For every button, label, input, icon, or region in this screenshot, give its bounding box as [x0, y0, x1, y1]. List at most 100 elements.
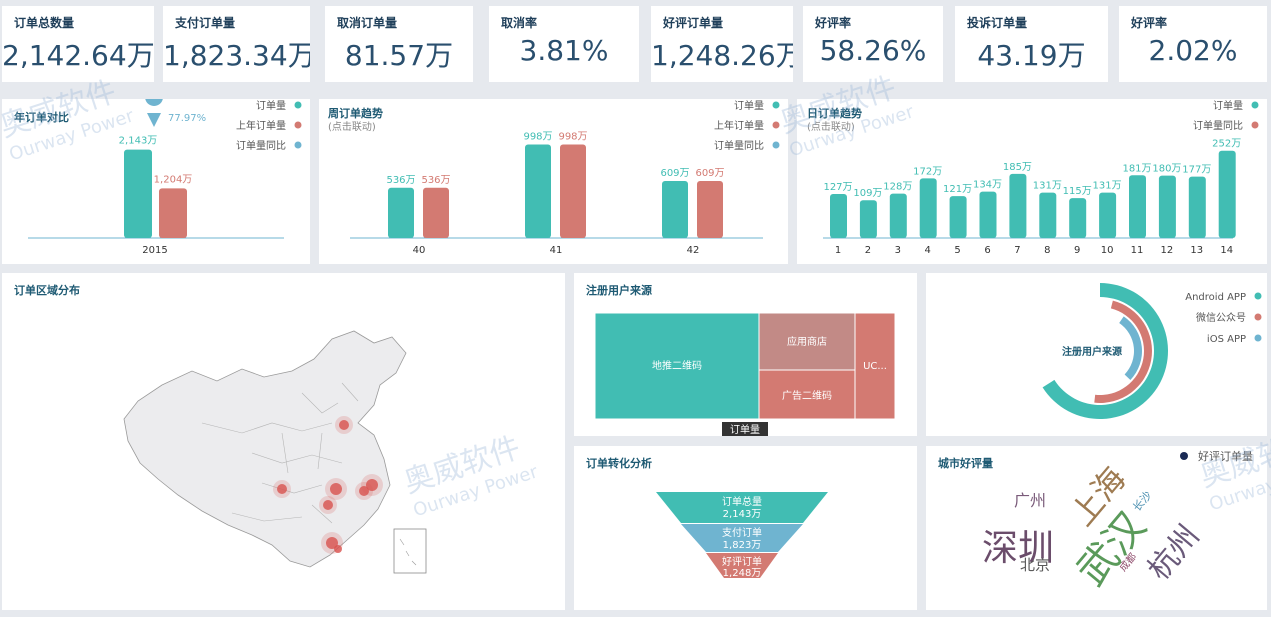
day-chart: 127万 1 109万 2 128万 3 172万 4 121万 5 134万 6 185万 7 131万 8… [823, 100, 1259, 256]
south-sea-inset [393, 528, 427, 574]
x-tick-label: 3 [895, 245, 901, 256]
hotspot-chengdu [277, 484, 287, 494]
data-label: 134万 [973, 180, 1002, 191]
legend-dot [772, 121, 780, 129]
treemap-label: UC... [863, 361, 887, 372]
x-tick-label: 5 [954, 245, 960, 256]
data-label: 127万 [823, 182, 852, 193]
funnel-value: 2,143万 [723, 509, 762, 520]
legend-dot [1254, 292, 1262, 300]
kpi-good-orders: 好评订单量 1,248.26万 [651, 6, 793, 82]
hotspot-beijing [339, 420, 349, 430]
hotspot-shanghai [366, 479, 378, 491]
data-label: 998万 [523, 132, 552, 143]
legend-label: 订单量 [256, 100, 286, 112]
legend-dot [1180, 452, 1188, 460]
x-tick-label: 40 [413, 245, 426, 256]
data-label: 536万 [386, 175, 415, 186]
bar-last-year [560, 144, 586, 238]
bar-orders [859, 200, 877, 238]
treemap-cell-appstore [758, 312, 856, 371]
panel-title: 年订单对比 [14, 111, 69, 124]
data-label: 121万 [943, 184, 972, 195]
treemap-cell-ad [758, 369, 856, 420]
legend-label: 订单量 [734, 100, 764, 112]
x-tick-label: 41 [550, 245, 563, 256]
data-label: 252万 [1212, 139, 1241, 150]
legend-label: iOS APP [1207, 334, 1246, 345]
panel-title: 城市好评量 [938, 457, 993, 470]
bar-orders [979, 191, 997, 238]
word-guangzhou: 广州 [1014, 491, 1046, 510]
kpi-label: 好评率 [1131, 16, 1168, 30]
kpi-value: 81.57万 [344, 39, 454, 72]
panel-title: 订单转化分析 [586, 457, 652, 470]
bar-orders [1129, 175, 1146, 238]
china-map [123, 330, 427, 574]
legend-label: 好评订单量 [1198, 449, 1253, 463]
kpi-value: 43.19万 [977, 39, 1086, 72]
data-label: 609万 [695, 168, 724, 179]
bar-orders [388, 187, 414, 238]
bar-orders [662, 180, 688, 238]
bar-last-year [697, 180, 723, 238]
kpi-value: 2,142.64万 [2, 39, 154, 72]
bar-orders [1009, 173, 1027, 238]
x-tick-label: 8 [1044, 245, 1050, 256]
legend-dot [294, 141, 302, 149]
legend-label: 订单量同比 [714, 140, 764, 152]
treemap-cell-ditui [594, 312, 760, 420]
x-tick-label: 6 [984, 245, 990, 256]
panel-title: 订单区域分布 [14, 284, 80, 297]
kpi-good-rate: 好评率 58.26% [803, 6, 943, 82]
legend-dot [772, 101, 780, 109]
map-borders [201, 382, 359, 524]
ring-center-label: 注册用户来源 [1062, 345, 1122, 358]
bar-orders [1099, 192, 1117, 238]
legend-dot [1254, 334, 1262, 342]
user-source-treemap-panel: 注册用户来源 地推二维码 应用商店 广告二维码 UC... 订单量 [574, 273, 917, 436]
year-orders-panel: 年订单对比 2,143万 1,204万 2015 77.97% 订单量 上年订单量 订单量同… [2, 99, 310, 264]
bar-orders [949, 196, 967, 238]
legend-dot [1251, 101, 1259, 109]
user-source-ring-panel: 注册用户来源 Android APP 微信公众号 iOS APP [926, 273, 1267, 436]
funnel-value: 1,823万 [723, 540, 762, 551]
panel-subtitle: (点击联动) [328, 122, 376, 133]
x-tick-label: 9 [1074, 245, 1080, 256]
x-tick-label: 1 [835, 245, 841, 256]
data-label: 109万 [853, 188, 882, 199]
x-tick-label: 42 [687, 245, 700, 256]
bar-orders [1158, 175, 1176, 238]
kpi-label: 支付订单量 [175, 16, 236, 30]
hotspot-hangzhou [359, 486, 369, 496]
kpi-value: 1,248.26万 [651, 39, 793, 72]
kpi-value: 1,823.34万 [163, 39, 310, 72]
data-label: 998万 [558, 132, 587, 143]
bar-last-year [159, 188, 187, 238]
kpi-complaint-orders: 投诉订单量 43.19万 [955, 6, 1108, 82]
legend-label: Android APP [1185, 292, 1246, 303]
legend-label: 订单量同比 [1193, 120, 1243, 132]
x-tick-label: 2015 [142, 245, 167, 256]
data-label: 131万 [1093, 181, 1122, 192]
treemap-label: 地推二维码 [652, 359, 702, 372]
funnel-label: 好评订单 [722, 556, 762, 568]
kpi-value: 3.81% [519, 34, 609, 67]
bar-orders [830, 194, 847, 238]
kpi-label: 好评订单量 [663, 16, 724, 30]
x-tick-label: 12 [1161, 245, 1174, 256]
region-map-panel: 订单区域分布 [2, 273, 565, 610]
treemap-label: 应用商店 [787, 335, 827, 348]
bar-orders [525, 144, 551, 238]
treemap-label: 广告二维码 [782, 389, 832, 402]
map-land [123, 330, 407, 568]
data-label: 2,143万 [119, 136, 158, 147]
order-funnel-panel: 订单转化分析 订单总量 2,143万 支付订单 1,823万 好评订单 1,24… [574, 446, 917, 610]
kpi-label: 好评率 [815, 16, 852, 30]
funnel-value: 1,248万 [723, 568, 762, 579]
word-beijing: 北京 [1020, 556, 1050, 574]
x-tick-label: 7 [1014, 245, 1020, 256]
legend-dot [772, 141, 780, 149]
word-shenzhen: 深圳 [982, 528, 1054, 569]
data-label: 609万 [660, 168, 689, 179]
